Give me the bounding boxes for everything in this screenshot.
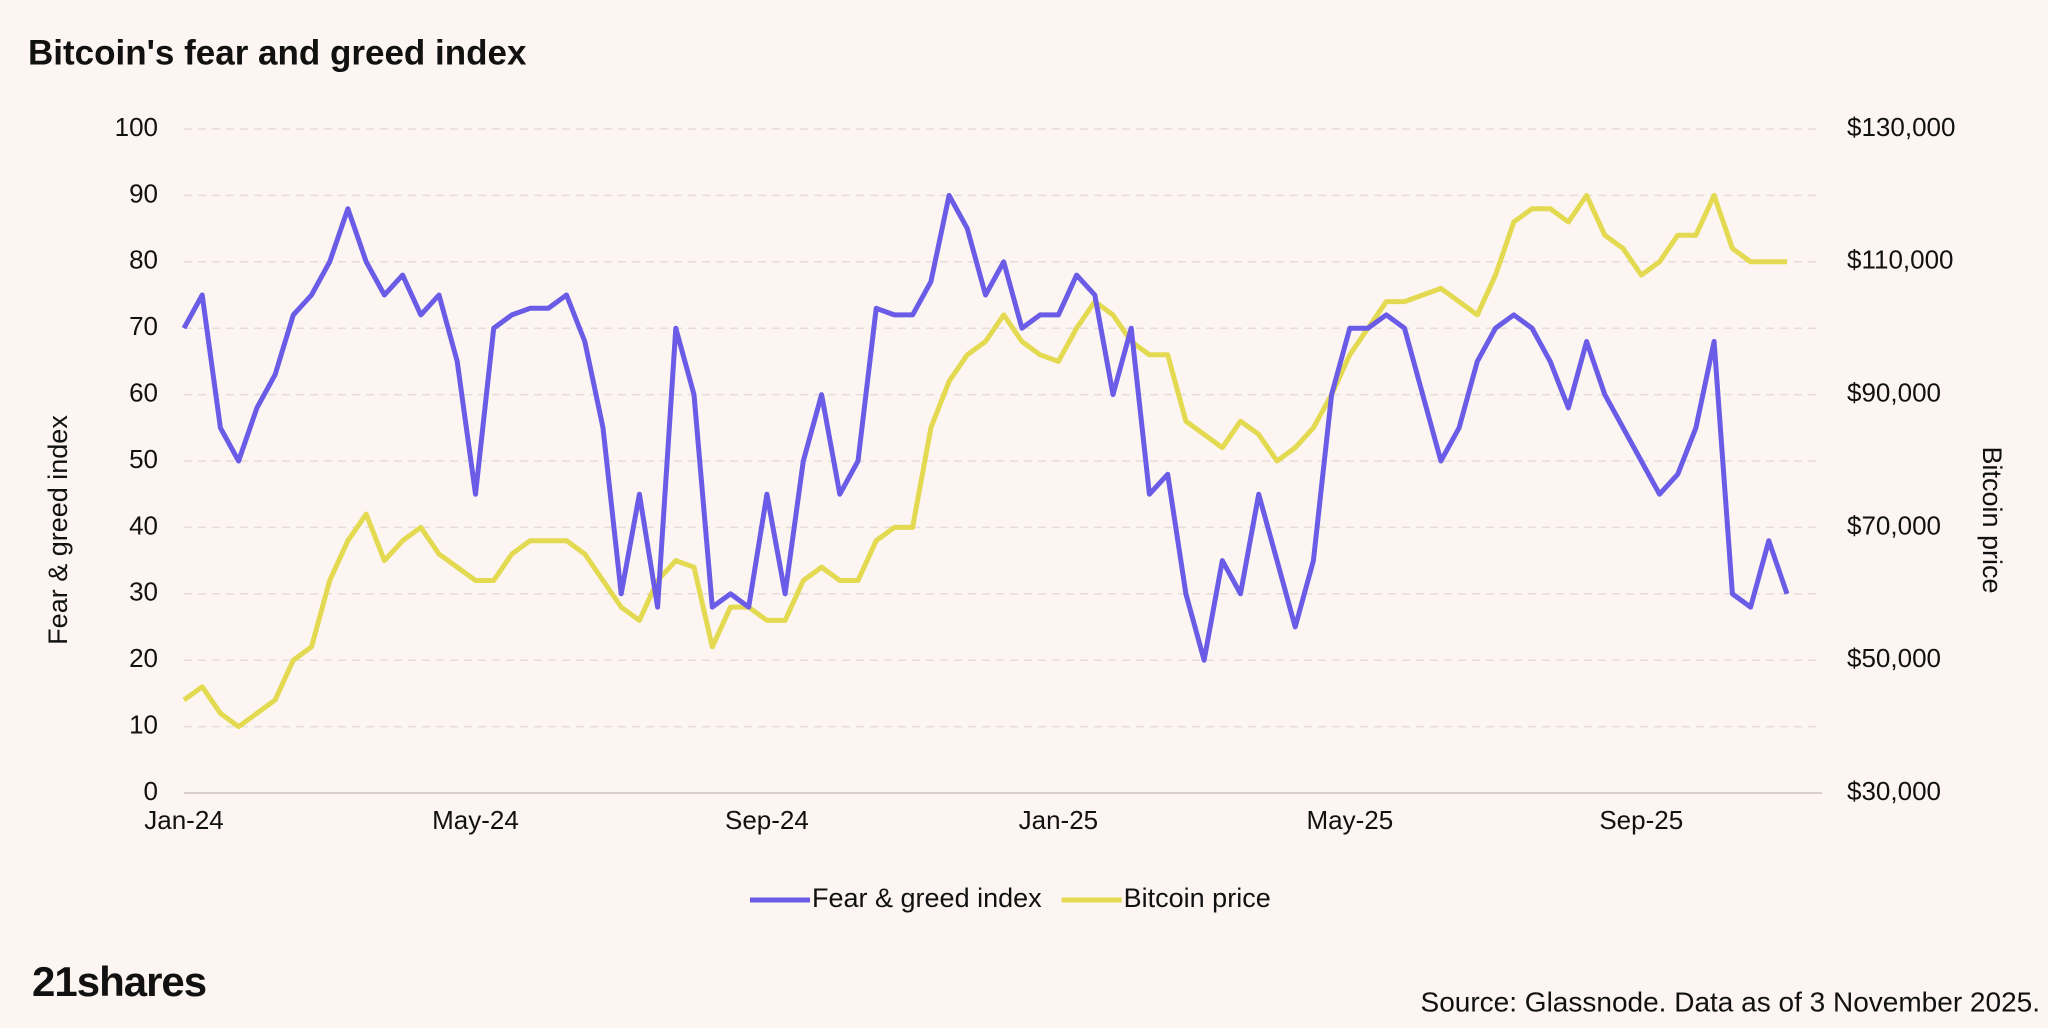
y-tick-label: 50	[129, 444, 158, 474]
x-tick-label: Jan-24	[144, 805, 224, 835]
y-tick-label: 100	[115, 112, 158, 142]
y-tick-label: 80	[129, 245, 158, 275]
y2-axis-title: Bitcoin price	[1977, 446, 2007, 593]
logo: 21shares	[32, 958, 206, 1005]
y-tick-label: 0	[144, 776, 158, 806]
y-tick-label: 40	[129, 510, 158, 540]
series-line	[182, 192, 1787, 730]
x-tick-label: May-25	[1306, 805, 1393, 835]
y2-tick-label: $130,000	[1847, 112, 1955, 142]
y2-tick-label: $110,000	[1847, 245, 1954, 275]
x-tick-label: Jan-25	[1019, 805, 1099, 835]
chart-title: Bitcoin's fear and greed index	[28, 33, 527, 72]
y-tick-label: 70	[129, 311, 158, 341]
y-tick-label: 30	[129, 577, 158, 607]
y-tick-label: 10	[129, 709, 158, 739]
x-tick-label: May-24	[432, 805, 519, 835]
y-tick-label: 20	[129, 643, 158, 673]
y2-tick-label: $90,000	[1847, 377, 1941, 407]
x-tick-label: Sep-24	[725, 805, 809, 835]
y2-tick-label: $50,000	[1847, 643, 1941, 673]
legend-label: Bitcoin price	[1124, 883, 1271, 913]
y-tick-label: 60	[129, 377, 158, 407]
y2-tick-label: $30,000	[1847, 776, 1941, 806]
source-note: Source: Glassnode. Data as of 3 November…	[1421, 986, 2040, 1017]
x-tick-label: Sep-25	[1599, 805, 1683, 835]
y-tick-label: 90	[129, 178, 158, 208]
y-axis-title: Fear & greed index	[43, 415, 73, 645]
y2-tick-label: $70,000	[1847, 510, 1941, 540]
legend-label: Fear & greed index	[812, 883, 1042, 913]
series-line	[181, 192, 1790, 663]
